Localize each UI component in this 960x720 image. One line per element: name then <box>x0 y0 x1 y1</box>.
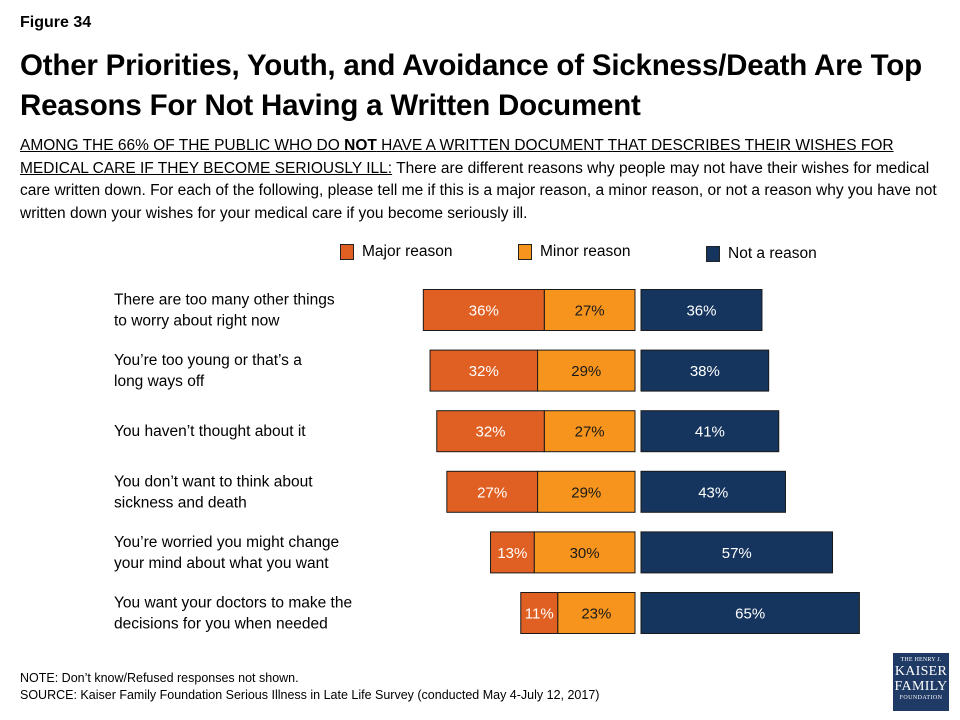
not-a-reason-bar-5 <box>640 592 860 634</box>
category-label-5-line-1: decisions for you when needed <box>114 616 328 633</box>
minor-reason-bar-5 <box>557 592 636 634</box>
category-label-0-line-1: to worry about right now <box>114 313 280 330</box>
legend-minor: Minor reason <box>518 241 630 263</box>
not-a-reason-label-4: 57% <box>722 545 752 562</box>
minor-reason-bar-3 <box>537 470 636 513</box>
major-reason-label-4: 13% <box>497 545 527 562</box>
major-reason-bar-3 <box>446 470 539 513</box>
category-label-5-line-0: You want your doctors to make the <box>114 595 352 612</box>
category-label-4-line-1: your mind about what you want <box>114 555 329 572</box>
minor-reason-label-5: 23% <box>581 606 611 623</box>
category-label-1-line-0: You’re too young or that’s a <box>114 352 302 369</box>
legend-major: Major reason <box>340 241 452 263</box>
legend-major-label: Major reason <box>362 243 453 260</box>
legend-not-label: Not a reason <box>728 245 817 262</box>
not-a-reason-bar-3 <box>640 470 786 513</box>
subtitle-population-part2: HAVE A WRITTEN DOCUMENT THAT DESCRIBES T… <box>20 137 894 177</box>
minor-reason-bar-4 <box>533 531 636 574</box>
not-a-reason-label-2: 41% <box>695 424 725 441</box>
category-label-0-line-0: There are too many other things <box>114 292 335 309</box>
not-a-reason-bar-2 <box>640 410 780 453</box>
major-reason-label-2: 32% <box>476 424 506 441</box>
legend-not-swatch <box>706 246 720 262</box>
legend-minor-label: Minor reason <box>540 243 631 260</box>
minor-reason-label-0: 27% <box>575 303 605 320</box>
footer-notes: NOTE: Don’t know/Refused responses not s… <box>20 670 599 704</box>
category-label-4-line-0: You’re worried you might change <box>114 534 339 551</box>
minor-reason-label-3: 29% <box>571 484 601 501</box>
chart-subtitle: AMONG THE 66% OF THE PUBLIC WHO DO NOT H… <box>20 135 945 225</box>
chart-title: Other Priorities, Youth, and Avoidance o… <box>20 49 922 122</box>
major-reason-label-0: 36% <box>469 303 499 320</box>
major-reason-bar-0 <box>422 289 545 331</box>
not-a-reason-bar-4 <box>640 531 834 574</box>
major-reason-bar-1 <box>429 349 539 392</box>
legend-minor-swatch <box>518 244 532 260</box>
subtitle-question: There are different reasons why people m… <box>20 159 937 222</box>
not-a-reason-bar-1 <box>640 349 770 392</box>
kff-logo: THE HENRY J. KAISER FAMILY FOUNDATION <box>893 653 949 711</box>
subtitle-population-part1: AMONG THE 66% OF THE PUBLIC WHO DO <box>20 137 345 154</box>
major-reason-label-3: 27% <box>477 484 507 501</box>
category-label-3-line-0: You don’t want to think about <box>114 473 313 490</box>
category-label-2-line-0: You haven’t thought about it <box>114 423 306 440</box>
source-text: SOURCE: Kaiser Family Foundation Serious… <box>20 688 600 702</box>
subtitle-population-not: NOT <box>344 137 377 154</box>
minor-reason-label-1: 29% <box>571 363 601 380</box>
legend-major-swatch <box>340 244 354 260</box>
major-reason-bar-5 <box>520 592 559 634</box>
not-a-reason-label-0: 36% <box>686 303 716 320</box>
subtitle-population: AMONG THE 66% OF THE PUBLIC WHO DO NOT H… <box>20 137 894 177</box>
major-reason-label-5: 11% <box>525 606 554 623</box>
category-label-3-line-1: sickness and death <box>114 494 247 511</box>
legend-not: Not a reason <box>706 243 817 265</box>
minor-reason-label-4: 30% <box>570 545 600 562</box>
note-text: NOTE: Don’t know/Refused responses not s… <box>20 671 299 685</box>
not-a-reason-label-5: 65% <box>735 606 765 623</box>
major-reason-bar-4 <box>490 531 535 574</box>
not-a-reason-label-1: 38% <box>690 363 720 380</box>
minor-reason-label-2: 27% <box>575 424 605 441</box>
not-a-reason-bar-0 <box>640 289 763 331</box>
not-a-reason-label-3: 43% <box>698 484 728 501</box>
minor-reason-bar-2 <box>543 410 636 453</box>
category-label-1-line-1: long ways off <box>114 373 205 390</box>
major-reason-label-1: 32% <box>469 363 499 380</box>
major-reason-bar-2 <box>436 410 545 453</box>
minor-reason-bar-1 <box>537 349 636 392</box>
figure-label: Figure 34 <box>20 14 92 31</box>
